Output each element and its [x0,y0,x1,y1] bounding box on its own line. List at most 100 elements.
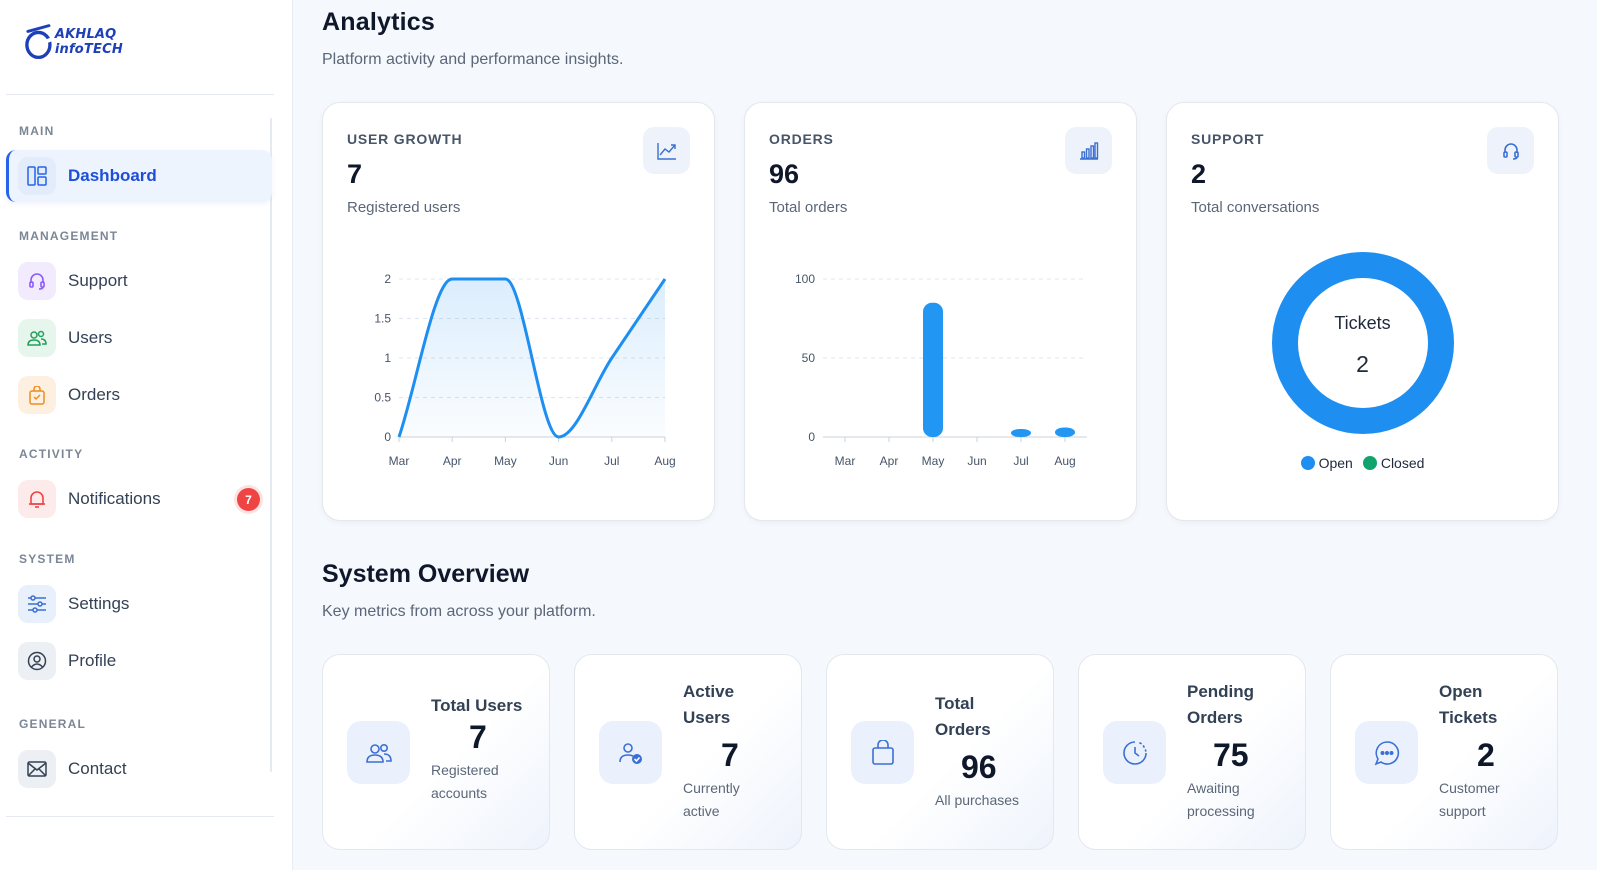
stat-value: 7 [469,719,487,755]
x-tick-label: Mar [835,454,856,468]
sidebar-scrollbar[interactable] [270,118,272,772]
stat-title: Total Users [431,696,523,715]
stat-value: 7 [721,737,739,773]
stat-card-pending-orders[interactable]: Pending Orders 75 Awaiting processing [1078,654,1306,850]
sidebar-item-users[interactable]: Users [6,312,272,364]
card-label: ORDERS [769,131,834,147]
stat-caption: Currently [683,780,740,796]
sidebar-item-settings[interactable]: Settings [6,578,272,630]
stat-body: Active Users 7 Currently active [683,679,793,823]
legend-item-open[interactable]: Open [1300,455,1353,471]
user-growth-chart: 0 0.5 1 1.5 2 Mar Apr May Jun Jul Aug [374,272,675,468]
donut-center-value: 2 [1356,351,1369,377]
stat-title: Orders [1187,708,1243,727]
bar-chart-icon[interactable] [1065,127,1112,174]
section-label-system: SYSTEM [19,552,76,566]
stat-caption: Customer [1439,780,1500,796]
card-value: 2 [1191,159,1207,189]
sidebar-item-label: Contact [68,759,127,778]
users-icon [347,721,410,784]
headset-icon[interactable] [1487,127,1534,174]
sidebar-item-support[interactable]: Support [6,255,272,307]
page-subtitle: Platform activity and performance insigh… [322,51,624,68]
sidebar-item-dashboard[interactable]: Dashboard [6,150,272,202]
bar [923,302,943,437]
stat-caption: accounts [431,785,488,801]
card-caption: Total orders [769,199,848,216]
stat-title: Tickets [1439,708,1498,727]
notification-count-badge: 7 [237,488,260,511]
x-tick-label: Apr [880,454,899,468]
chat-bubble-icon [1355,721,1418,784]
sidebar-item-label: Profile [68,651,117,670]
x-tick-label: Jul [1013,454,1028,468]
stat-caption: processing [1187,803,1255,819]
card-value: 96 [769,159,800,189]
stat-body: Total Orders 96 All purchases [935,691,1045,812]
sidebar-item-label: Users [68,328,113,347]
y-tick-label: 0 [808,430,815,444]
legend-swatch [1300,456,1315,470]
stat-body: Pending Orders 75 Awaiting processing [1187,679,1297,823]
stat-card-total-users[interactable]: Total Users 7 Registered accounts [322,654,550,850]
x-tick-label: Jul [604,454,619,468]
x-tick-label: Jun [967,454,986,468]
section-title: System Overview [322,560,530,588]
stat-value: 96 [961,749,997,785]
divider [6,94,274,95]
headset-icon [18,262,56,300]
stat-card-open-tickets[interactable]: Open Tickets 2 Customer support [1330,654,1558,850]
stat-caption: Awaiting [1187,780,1240,796]
stat-title: Open [1439,682,1483,701]
stat-body: Total Users 7 Registered accounts [431,693,541,805]
shopping-bag-icon [851,721,914,784]
stat-value: 2 [1477,737,1495,773]
y-tick-label: 0.5 [374,391,391,405]
divider [6,816,274,817]
bell-icon [18,480,56,518]
user-growth-card: USER GROWTH 7 Registered users 0 0.5 1 1.5 2… [322,102,715,521]
mail-icon [18,750,56,788]
section-subtitle: Key metrics from across your platform. [322,603,596,620]
y-tick-label: 100 [795,272,815,286]
sidebar-item-contact[interactable]: Contact [6,743,272,795]
sliders-icon [18,585,56,623]
x-tick-label: Apr [443,454,462,468]
x-tick-label: Aug [1054,454,1075,468]
y-tick-label: 2 [384,272,391,286]
section-label-general: GENERAL [19,717,87,731]
tickets-donut-chart [1272,252,1454,434]
series-line [397,277,667,439]
y-tick-label: 50 [802,351,816,365]
support-card: SUPPORT 2 Total conversations Tickets 2 … [1166,102,1559,521]
stat-card-active-users[interactable]: Active Users 7 Currently active [574,654,802,850]
sidebar-item-label: Settings [68,594,130,613]
card-caption: Total conversations [1191,199,1320,216]
stat-title: Pending [1187,682,1255,701]
sidebar-item-notifications[interactable]: Notifications 7 [6,473,272,525]
section-label-activity: ACTIVITY [19,447,84,461]
stat-card-total-orders[interactable]: Total Orders 96 All purchases [826,654,1054,850]
legend-item-closed[interactable]: Closed [1362,455,1424,471]
user-check-icon [599,721,662,784]
clock-icon [1103,721,1166,784]
bar [1055,427,1075,437]
stat-title: Total [935,694,975,713]
sidebar: AKHLAQ infoTECH MAIN Dashboard MANAGEMEN… [0,0,293,870]
stat-body: Open Tickets 2 Customer support [1439,679,1549,823]
x-tick-label: Aug [654,454,675,468]
section-label-management: MANAGEMENT [19,229,119,243]
card-label: SUPPORT [1191,131,1265,147]
sidebar-item-label: Support [68,271,128,290]
trend-line-icon[interactable] [643,127,690,174]
x-tick-label: Mar [389,454,410,468]
sidebar-item-profile[interactable]: Profile [6,635,272,687]
logo[interactable]: AKHLAQ infoTECH [24,18,184,66]
stat-value: 75 [1213,737,1249,773]
stat-title: Users [683,708,731,727]
logo-text: AKHLAQ infoTECH [54,27,123,57]
orders-card: ORDERS 96 Total orders 0 50 100 Mar Apr May Ju… [744,102,1137,521]
section-label-main: MAIN [19,124,55,138]
sidebar-item-orders[interactable]: Orders [6,369,272,421]
card-caption: Registered users [347,199,461,216]
